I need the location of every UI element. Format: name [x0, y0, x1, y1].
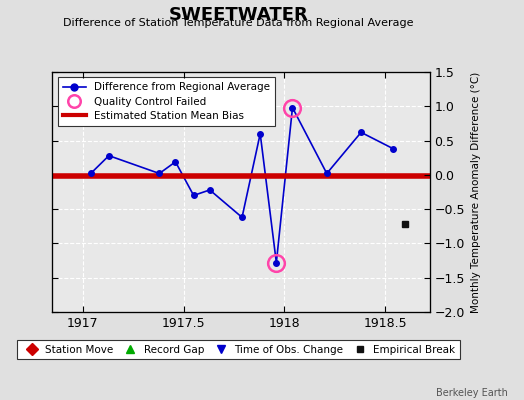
Text: Berkeley Earth: Berkeley Earth [436, 388, 508, 398]
Y-axis label: Monthly Temperature Anomaly Difference (°C): Monthly Temperature Anomaly Difference (… [471, 71, 481, 313]
Legend: Difference from Regional Average, Quality Control Failed, Estimated Station Mean: Difference from Regional Average, Qualit… [58, 77, 275, 126]
Legend: Station Move, Record Gap, Time of Obs. Change, Empirical Break: Station Move, Record Gap, Time of Obs. C… [17, 340, 460, 359]
Text: Difference of Station Temperature Data from Regional Average: Difference of Station Temperature Data f… [63, 18, 413, 28]
Text: SWEETWATER: SWEETWATER [169, 6, 308, 24]
